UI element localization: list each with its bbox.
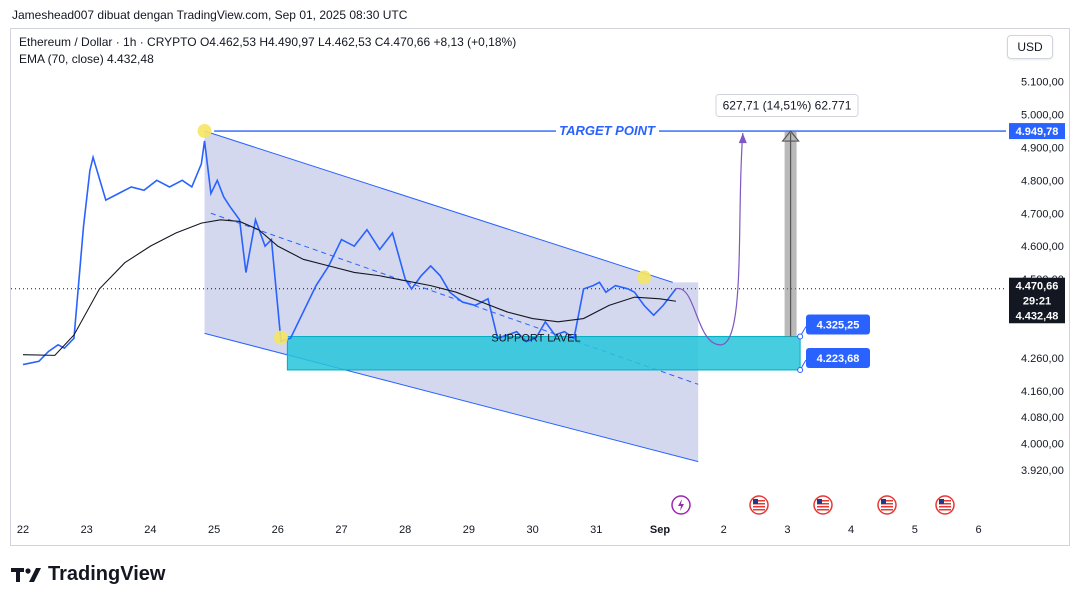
y-axis-tick-label: 3.920,00 <box>1021 465 1064 477</box>
projected-path-arrowhead <box>738 133 747 144</box>
measure-label: 627,71 (14,51%) 62.771 <box>723 99 852 113</box>
x-axis-tick-label: 2 <box>721 524 727 536</box>
target-point-label: TARGET POINT <box>559 123 656 138</box>
flag-stripe <box>817 503 829 505</box>
countdown-tag: 29:21 <box>1023 296 1051 308</box>
flag-stripe <box>939 509 951 511</box>
x-axis-tick-label: 29 <box>463 524 475 536</box>
flag-stripe <box>939 500 951 502</box>
x-axis-tick-label: 31 <box>590 524 602 536</box>
us-flag-event-icon[interactable] <box>935 495 955 515</box>
x-axis-tick-label: 24 <box>144 524 156 536</box>
tradingview-logo-icon <box>11 567 41 582</box>
x-axis-tick-label: 23 <box>81 524 93 536</box>
flag-ring <box>877 495 897 515</box>
y-axis-tick-label: 5.000,00 <box>1021 110 1064 122</box>
flag-canton <box>753 499 758 504</box>
flag-stripe <box>753 509 765 511</box>
y-axis-tick-label: 4.000,00 <box>1021 439 1064 451</box>
channel-upper-line <box>204 130 673 283</box>
ema-price-tag: 4.432,48 <box>1016 310 1059 322</box>
symbol-ohlc-legend[interactable]: Ethereum / Dollar · 1h · CRYPTO O4.462,5… <box>19 35 517 49</box>
last-price-tag: 4.470,66 <box>1016 281 1059 293</box>
projected-path <box>675 133 744 346</box>
y-axis-tick-label: 4.900,00 <box>1021 142 1064 154</box>
flag-stripe <box>881 509 893 511</box>
flag-stripe <box>881 500 893 502</box>
measure-arrowhead <box>781 130 800 142</box>
flag-ring <box>813 495 833 515</box>
flag-stripe <box>939 506 951 508</box>
x-axis-tick-label: 5 <box>912 524 918 536</box>
flag-ring <box>749 495 769 515</box>
x-axis-tick-label: 26 <box>272 524 284 536</box>
x-axis-tick-label: 22 <box>17 524 29 536</box>
y-axis-tick-label: 4.080,00 <box>1021 412 1064 424</box>
target-price-tag-box <box>1009 123 1065 140</box>
flag-canton <box>939 499 944 504</box>
chart-caption: Jameshead007 dibuat dengan TradingView.c… <box>12 8 408 22</box>
x-axis-tick-label: 6 <box>975 524 981 536</box>
flag-stripe <box>753 506 765 508</box>
swing-point-marker <box>273 330 288 345</box>
tradingview-logo[interactable]: TradingView <box>10 563 165 586</box>
us-flag-event-icon[interactable] <box>813 495 833 515</box>
flag-stripe <box>881 503 893 505</box>
y-axis-tick-label: 5.100,00 <box>1021 77 1064 89</box>
x-axis-tick-label: 4 <box>848 524 854 536</box>
flag-stripe <box>881 506 893 508</box>
descending-channel-fill <box>204 131 699 462</box>
y-axis-tick-label: 4.800,00 <box>1021 175 1064 187</box>
support-top-tag-box <box>806 314 870 335</box>
support-bottom-tag: 4.223,68 <box>817 353 860 365</box>
flag-stripe <box>817 506 829 508</box>
flag-stripe <box>753 500 765 502</box>
us-flag-event-icon[interactable] <box>749 495 769 515</box>
lightning-event-icon[interactable] <box>671 495 691 515</box>
flag-stripe <box>817 500 829 502</box>
countdown-tag-box <box>1009 292 1065 309</box>
support-zone <box>286 336 801 371</box>
lightning-icon-bolt <box>678 499 684 511</box>
flag-stripe <box>817 509 829 511</box>
x-axis-tick-label: 30 <box>526 524 538 536</box>
x-axis-tick-label: 28 <box>399 524 411 536</box>
y-axis-tick-label: 4.260,00 <box>1021 353 1064 365</box>
currency-button[interactable]: USD <box>1007 35 1053 59</box>
x-axis-tick-label: 25 <box>208 524 220 536</box>
x-axis-tick-label: Sep <box>650 524 670 536</box>
ema-legend[interactable]: EMA (70, close) 4.432,48 <box>19 52 154 66</box>
brand-name: TradingView <box>48 563 166 585</box>
y-axis-tick-label: 4.160,00 <box>1021 386 1064 398</box>
flag-stripe <box>753 503 765 505</box>
y-axis-tick-label: 4.700,00 <box>1021 208 1064 220</box>
swing-point-marker <box>197 124 212 138</box>
measure-label-box <box>715 94 859 118</box>
chart-panel[interactable]: 3.920,00 4.000,00 4.080,00 4.160,00 4.260,00… <box>10 28 1070 546</box>
swing-point-marker <box>637 270 652 285</box>
us-flag-event-icon[interactable] <box>877 495 897 515</box>
x-axis-tick-label: 27 <box>335 524 347 536</box>
flag-canton <box>817 499 822 504</box>
x-axis-tick-label: 3 <box>784 524 790 536</box>
flag-stripe <box>939 503 951 505</box>
support-top-tag-anchor <box>797 333 804 340</box>
channel-lower-line <box>204 332 699 463</box>
y-axis-tick-label: 4.600,00 <box>1021 241 1064 253</box>
price-chart[interactable]: 3.920,00 4.000,00 4.080,00 4.160,00 4.260,00… <box>11 29 1070 546</box>
ema-line <box>22 219 677 356</box>
flag-ring <box>935 495 955 515</box>
support-level-label: SUPPORT LAVEL <box>491 333 580 345</box>
ema-price-tag-box <box>1009 307 1065 324</box>
support-bottom-tag-box <box>806 347 870 368</box>
target-price-tag: 4.949,78 <box>1016 126 1059 138</box>
flag-canton <box>881 499 886 504</box>
price-line <box>22 140 677 366</box>
last-price-tag-box <box>1009 277 1065 294</box>
support-top-tag: 4.325,25 <box>817 320 860 332</box>
support-bottom-tag-anchor <box>797 366 804 373</box>
